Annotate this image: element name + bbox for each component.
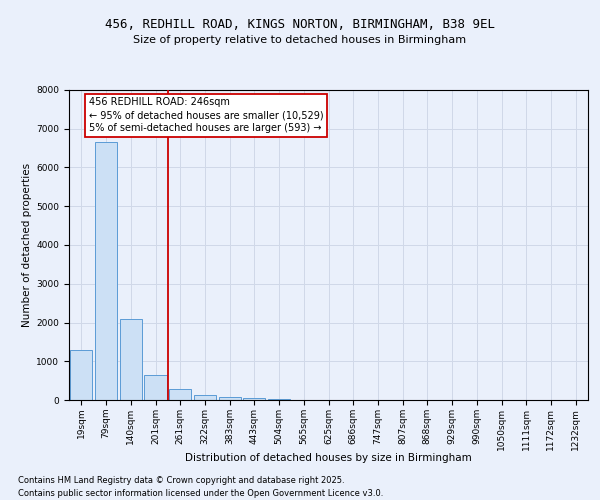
Bar [194,395,216,400]
Y-axis label: Number of detached properties: Number of detached properties [22,163,32,327]
Text: 456 REDHILL ROAD: 246sqm
← 95% of detached houses are smaller (10,529)
5% of sem: 456 REDHILL ROAD: 246sqm ← 95% of detach… [89,97,323,134]
Text: 456, REDHILL ROAD, KINGS NORTON, BIRMINGHAM, B38 9EL: 456, REDHILL ROAD, KINGS NORTON, BIRMING… [105,18,495,30]
Text: Size of property relative to detached houses in Birmingham: Size of property relative to detached ho… [133,35,467,45]
Bar [70,350,92,400]
Bar [95,142,117,400]
Bar [145,375,167,400]
Bar [243,398,265,400]
Bar [169,389,191,400]
Text: Contains public sector information licensed under the Open Government Licence v3: Contains public sector information licen… [18,488,383,498]
Text: Contains HM Land Registry data © Crown copyright and database right 2025.: Contains HM Land Registry data © Crown c… [18,476,344,485]
X-axis label: Distribution of detached houses by size in Birmingham: Distribution of detached houses by size … [185,452,472,462]
Bar [218,397,241,400]
Bar [119,318,142,400]
